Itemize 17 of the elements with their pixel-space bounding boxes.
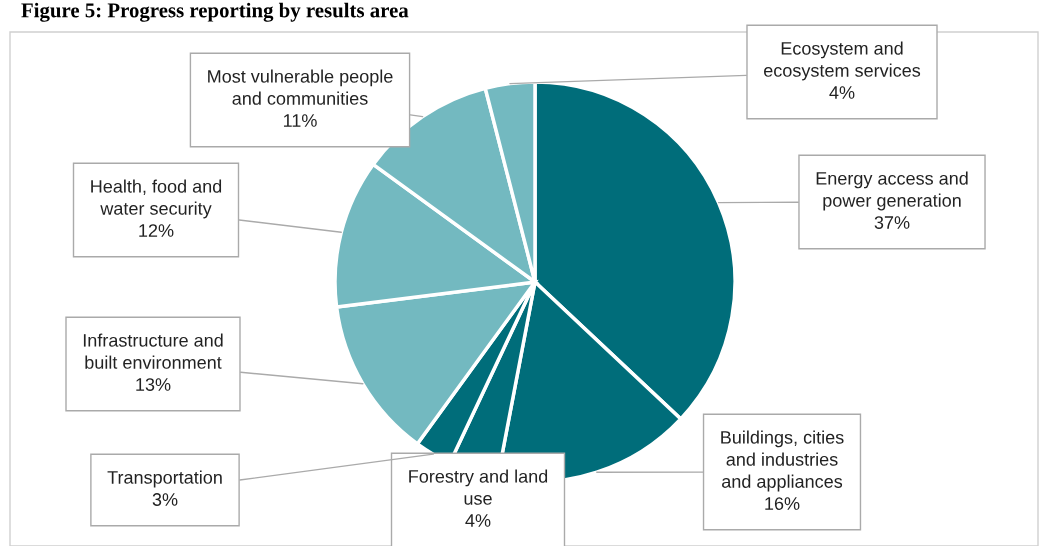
slice-label: Infrastructure and built environment xyxy=(83,333,223,369)
chart-title: Figure 5: Progress reporting by results area xyxy=(21,2,409,22)
slice-label: Energy access and power generation xyxy=(816,171,968,211)
data-label: 37% xyxy=(874,216,910,229)
data-label: 12% xyxy=(139,224,174,237)
slice-label: Most vulnerable people and communities xyxy=(208,69,393,105)
data-label: 13% xyxy=(136,378,171,391)
data-label: 16% xyxy=(765,497,800,510)
slice-label: Buildings, cities and industries and appliances xyxy=(721,430,844,492)
slice-label: Forestry and land use xyxy=(409,469,548,505)
slice-label: Ecosystem and ecosystem services xyxy=(764,41,921,81)
data-label: 3% xyxy=(152,493,178,506)
data-label: 11% xyxy=(283,114,317,127)
data-label: 4% xyxy=(829,86,855,99)
data-label: 4% xyxy=(465,514,491,527)
slice-label: Transportation xyxy=(107,470,222,488)
slice-label: Health, food and water security xyxy=(91,179,222,219)
